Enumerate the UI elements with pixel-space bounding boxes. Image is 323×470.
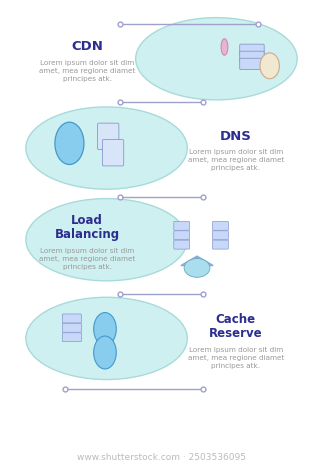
FancyBboxPatch shape [174,231,190,240]
FancyBboxPatch shape [62,333,81,342]
FancyBboxPatch shape [102,140,124,166]
Polygon shape [181,256,213,266]
FancyBboxPatch shape [62,314,81,323]
Text: Lorem ipsum dolor sit dim
amet, mea regione diamet
principes atk.: Lorem ipsum dolor sit dim amet, mea regi… [188,347,284,369]
FancyBboxPatch shape [174,240,190,249]
Text: CDN: CDN [71,40,103,54]
Text: Lorem ipsum dolor sit dim
amet, mea regione diamet
principes atk.: Lorem ipsum dolor sit dim amet, mea regi… [188,149,284,172]
FancyBboxPatch shape [174,221,190,230]
Ellipse shape [26,199,187,281]
Text: Lorem ipsum dolor sit dim
amet, mea regione diamet
principes atk.: Lorem ipsum dolor sit dim amet, mea regi… [39,60,135,82]
FancyBboxPatch shape [62,323,81,332]
FancyBboxPatch shape [240,58,264,70]
Ellipse shape [136,17,297,100]
Ellipse shape [221,39,228,55]
Ellipse shape [55,122,84,164]
FancyBboxPatch shape [240,51,264,63]
Ellipse shape [94,313,116,345]
FancyBboxPatch shape [213,221,228,230]
FancyBboxPatch shape [240,44,264,55]
Text: Lorem ipsum dolor sit dim
amet, mea regione diamet
principes atk.: Lorem ipsum dolor sit dim amet, mea regi… [39,248,135,270]
FancyBboxPatch shape [98,123,119,149]
Ellipse shape [26,297,187,379]
Ellipse shape [184,258,210,277]
Ellipse shape [260,53,279,78]
FancyBboxPatch shape [213,240,228,249]
Ellipse shape [26,107,187,189]
Text: Cache
Reserve: Cache Reserve [209,313,263,340]
Text: Load
Balancing: Load Balancing [55,214,120,242]
Text: DNS: DNS [220,130,252,143]
Text: www.shutterstock.com · 2503536095: www.shutterstock.com · 2503536095 [77,453,246,462]
Ellipse shape [94,336,116,369]
FancyBboxPatch shape [213,231,228,240]
